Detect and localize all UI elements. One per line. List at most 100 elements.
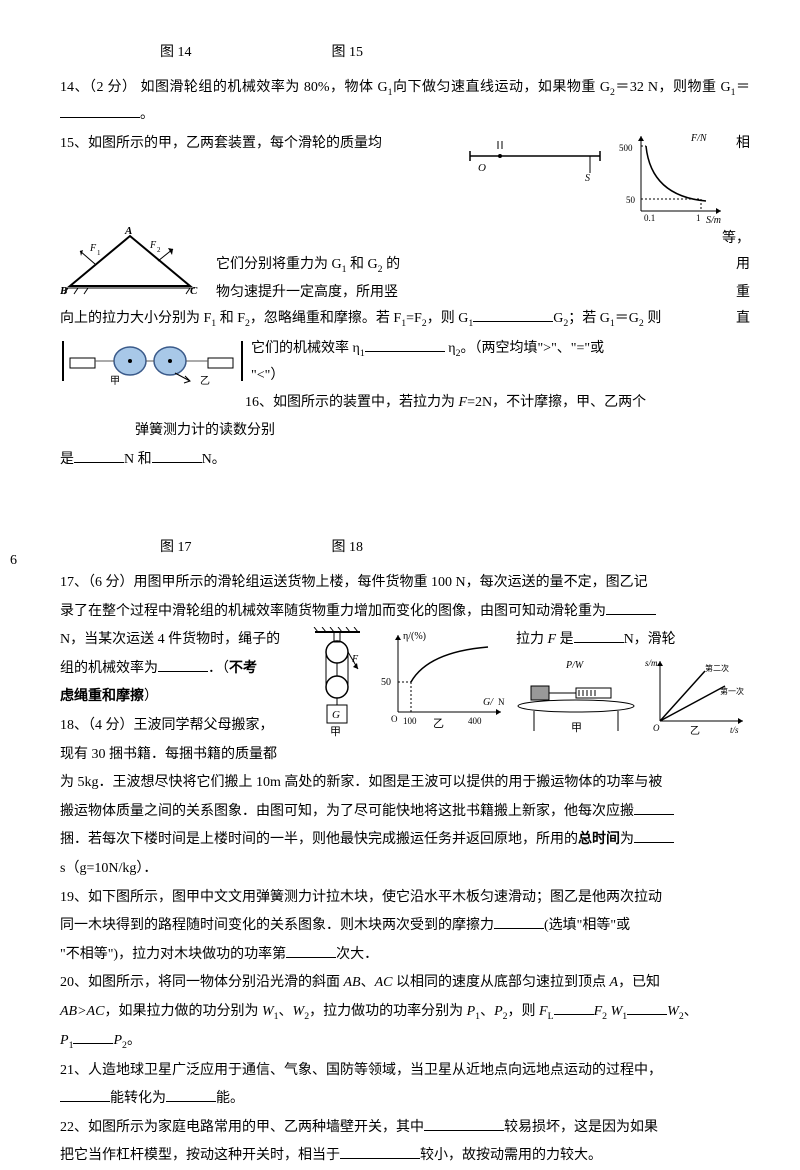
question-15: 15、如图所示的甲，乙两套装置，每个滑轮的质量均 O S	[60, 131, 750, 390]
q22-blank-2	[340, 1145, 420, 1159]
q15-l5a: 向上的拉力大小分别为 F	[60, 311, 211, 326]
q15-triangle-figure: A B C F1 F2	[60, 226, 210, 296]
fig-header-14-15: 图 14 图 15	[60, 40, 750, 67]
q17-l5bold: 虑绳重和摩擦	[60, 689, 144, 704]
q15-right-col-1: 相	[732, 131, 750, 158]
svg-text:F: F	[89, 243, 97, 254]
svg-text:F/N: F/N	[690, 133, 708, 144]
q17-l3a: N，当某次运送 4 件货物时，绳子的	[60, 632, 280, 647]
svg-text:50: 50	[626, 195, 636, 205]
svg-text:乙: 乙	[200, 375, 210, 386]
q14-text-c: ＝32 N，则物重 G	[615, 80, 731, 95]
q22-l2: 把它当作杠杆模型，按动这种开关时，相当于较小，故按动需用的力较大。	[60, 1143, 750, 1170]
question-16: 16、如图所示的装置中，若拉力为 F=2N，不计摩擦，甲、乙两个	[60, 390, 750, 417]
fig-18-label: 图 18	[332, 535, 364, 562]
question-17: 17、（6 分）用图甲所示的滑轮组运送货物上楼，每件货物重 100 N，每次运送…	[60, 570, 750, 597]
fig-header-17-18: 图 17 图 18	[60, 535, 750, 562]
svg-text:500: 500	[619, 143, 633, 153]
q20-l3: P1P2。	[60, 1028, 750, 1055]
svg-text:乙: 乙	[433, 717, 444, 730]
svg-text:第一次: 第一次	[720, 686, 744, 696]
q18-l3: 为 5kg．王波想尽快将它们搬上 10m 高处的新家．如图是王波可以提供的用于搬…	[60, 770, 750, 797]
q15-blank-2	[365, 338, 445, 352]
q14-text-e: 。	[140, 107, 154, 122]
svg-text:S: S	[585, 173, 590, 181]
question-20: 20、如图所示，将同一物体分别沿光滑的斜面 AB、AC 以相同的速度从底部匀速拉…	[60, 970, 750, 997]
q21-blank-1	[60, 1088, 110, 1102]
q17-blank-1	[606, 601, 656, 615]
q16-l2: 弹簧测力计的读数分别	[60, 418, 750, 445]
svg-text:N: N	[498, 697, 505, 707]
q20-blank-2	[627, 1001, 667, 1015]
q19-graph-figure: s/m t/s 第二次 第一次 O 乙	[645, 656, 750, 736]
q14-text-b: 向下做匀速直线运动，如果物重 G	[393, 80, 611, 95]
q17-graph-figure: η/(%) G/N 50 O 100 400 乙	[373, 627, 508, 737]
svg-text:0.1: 0.1	[644, 213, 655, 223]
svg-text:乙: 乙	[690, 725, 700, 736]
svg-text:甲: 甲	[330, 726, 341, 737]
q15-lever-figure: O S	[460, 131, 610, 181]
svg-text:G/: G/	[483, 697, 494, 708]
q14-text-a: 14、（2 分） 如图滑轮组的机械效率为 80%，物体 G	[60, 80, 388, 95]
q18-blank-2	[634, 829, 674, 843]
q17-figure-row: N，当某次运送 4 件货物时，绳子的 组的机械效率为．（不考 虑绳重和摩擦） 1…	[60, 627, 750, 770]
fig-14-label: 图 14	[160, 40, 192, 67]
q14-blank	[60, 104, 140, 118]
q15-pulley-figure: 甲 乙	[60, 336, 245, 386]
svg-text:P/W: P/W	[565, 660, 585, 671]
q19-blank-1	[494, 915, 544, 929]
svg-text:t/s: t/s	[730, 725, 739, 735]
q20-l2: AB>AC，如果拉力做的功分别为 W1、W2，拉力做功的功率分别为 P1、P2，…	[60, 999, 750, 1026]
svg-text:η/(%): η/(%)	[403, 631, 426, 642]
svg-text:400: 400	[468, 716, 482, 726]
q17-blank-3	[158, 658, 208, 672]
q15-mid-text: 等， 它们分别将重力为 G1 和 G2 的 用 物匀速提升一定高度，所用竖 重	[216, 226, 750, 307]
fig-15-label: 图 15	[332, 40, 364, 67]
q19-l2: 同一木块得到的路程随时间变化的关系图象．则木块两次受到的摩擦力(选填"相等"或	[60, 913, 750, 940]
q16-l3: 是N 和N。	[60, 447, 750, 474]
question-22: 22、如图所示为家庭电路常用的甲、乙两种墙壁开关，其中较易损坏，这是因为如果	[60, 1115, 750, 1142]
q20-blank-1	[554, 1001, 594, 1015]
svg-text:s/m: s/m	[645, 658, 658, 668]
question-18-b: 现有 30 捆书籍．每捆书籍的质量都	[60, 742, 302, 769]
svg-text:A: A	[124, 226, 132, 237]
q17-l4a: 组的机械效率为	[60, 661, 158, 676]
q18-l5: 捆．若每次下楼时间是上楼时间的一半，则他最快完成搬运任务并返回原地，所用的总时间…	[60, 827, 750, 854]
q18-blank-1	[634, 801, 674, 815]
q15-l6-wrap: 它们的机械效率 η1 η2。（两空均填">"、"="或 "<"）	[251, 336, 750, 390]
question-21: 21、人造地球卫星广泛应用于通信、气象、国防等领域，当卫星从近地点向远地点运动的…	[60, 1058, 750, 1085]
q15-l1a: 15、如图所示的甲，乙两套装置，每个滑轮的质量均	[60, 136, 382, 151]
svg-text:F: F	[351, 654, 359, 665]
svg-text:1: 1	[696, 213, 701, 223]
question-19: 19、如下图所示，图甲中文文用弹簧测力计拉木块，使它沿水平木板匀速滑动；图乙是他…	[60, 885, 750, 912]
q16-blank-2	[152, 449, 202, 463]
svg-text:100: 100	[403, 716, 417, 726]
svg-text:甲: 甲	[110, 376, 120, 386]
q17-l2: 录了在整个过程中滑轮组的机械效率随货物重力增加而变化的图像，由图可知动滑轮重为	[60, 599, 750, 626]
q14-text-d: ＝	[735, 80, 750, 95]
q16-blank-1	[74, 449, 124, 463]
q15-l7: "<"）	[251, 363, 750, 390]
q19-l3: "不相等")，拉力对木块做功的功率第次大．	[60, 942, 750, 969]
svg-text:C: C	[190, 285, 198, 296]
q21-l2: 能转化为能。	[60, 1086, 750, 1113]
svg-text:S/m: S/m	[706, 215, 721, 226]
q17-right-col: 拉力 F 是N，滑轮 P/W 甲	[516, 627, 750, 736]
q19-blank-2	[286, 944, 336, 958]
svg-text:G: G	[332, 709, 340, 721]
svg-text:O: O	[478, 162, 486, 174]
question-14: 14、（2 分） 如图滑轮组的机械效率为 80%，物体 G1向下做匀速直线运动，…	[60, 75, 750, 129]
q21-blank-2	[166, 1088, 216, 1102]
q17-blank-2	[574, 629, 624, 643]
q22-blank-1	[424, 1117, 504, 1131]
svg-text:2: 2	[157, 246, 161, 254]
fig-17-label: 图 17	[160, 535, 192, 562]
q18-l6: s（g=10N/kg）．	[60, 856, 750, 883]
q20-blank-3	[73, 1030, 113, 1044]
svg-text:O: O	[391, 714, 398, 724]
question-18-a: 18、（4 分）王波同学帮父母搬家，	[60, 713, 302, 740]
svg-text:甲: 甲	[571, 722, 582, 734]
q18-l4: 搬运物体质量之间的关系图象．由图可知，为了尽可能快地将这批书籍搬上新家，他每次应…	[60, 799, 750, 826]
svg-text:F: F	[149, 240, 157, 251]
page-number: 6	[10, 548, 17, 575]
